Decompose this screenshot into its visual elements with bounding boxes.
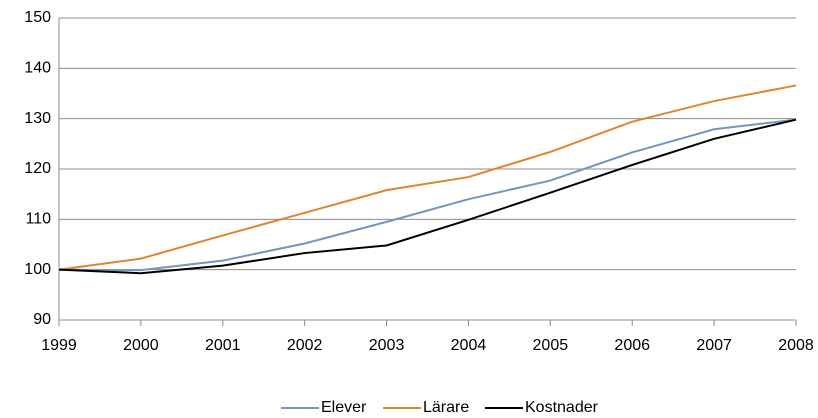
series-line bbox=[58, 118, 797, 275]
x-tick-label: 2000 bbox=[123, 337, 159, 354]
y-tick-label: 100 bbox=[24, 261, 51, 278]
x-tick-label: 2005 bbox=[533, 337, 569, 354]
series-line bbox=[58, 118, 797, 272]
x-tick-label: 1999 bbox=[41, 337, 77, 354]
legend-label: Lärare bbox=[423, 399, 469, 416]
y-tick-label: 130 bbox=[24, 110, 51, 127]
x-tick-label: 2007 bbox=[696, 337, 732, 354]
y-tick-label: 150 bbox=[24, 9, 51, 26]
x-tick-label: 2006 bbox=[614, 337, 650, 354]
y-tick-label: 140 bbox=[24, 60, 51, 77]
x-tick-label: 2003 bbox=[369, 337, 405, 354]
series-line bbox=[58, 84, 797, 271]
y-tick-label: 110 bbox=[25, 211, 51, 228]
x-tick-label: 2002 bbox=[287, 337, 323, 354]
legend-label: Elever bbox=[321, 399, 367, 416]
legend-label: Kostnader bbox=[525, 399, 599, 416]
x-tick-label: 2004 bbox=[451, 337, 487, 354]
x-tick-label: 2008 bbox=[778, 337, 814, 354]
y-tick-label: 120 bbox=[24, 160, 51, 177]
y-tick-label: 90 bbox=[33, 311, 51, 328]
x-tick-label: 2001 bbox=[205, 337, 241, 354]
